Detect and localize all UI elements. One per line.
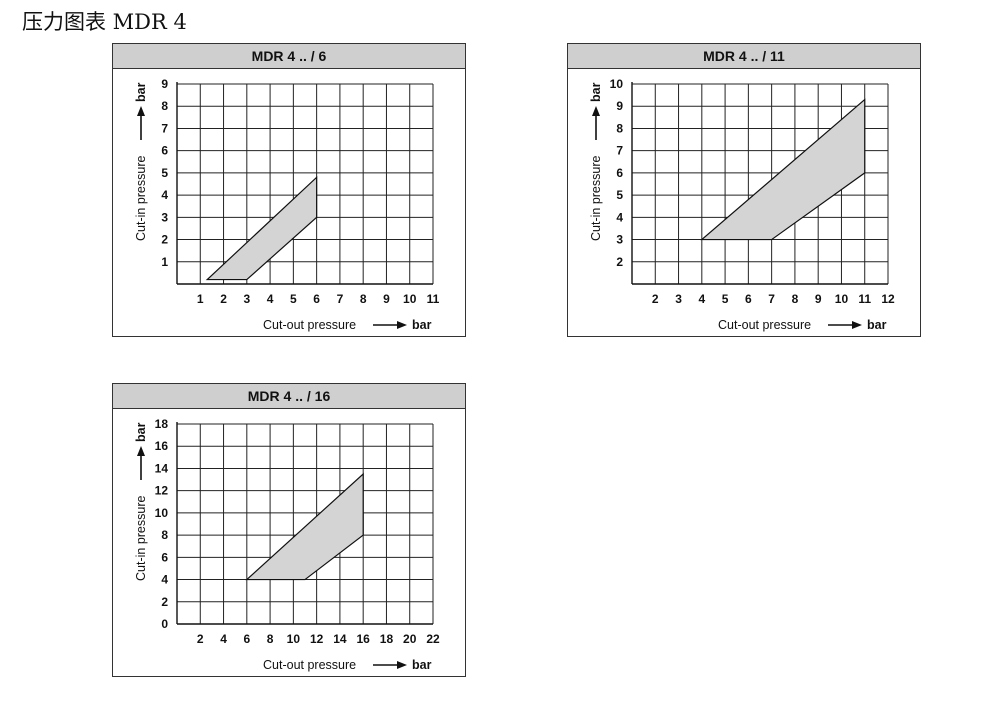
x-tick-label: 10: [287, 632, 301, 646]
x-tick-label: 4: [698, 292, 705, 306]
grid-lines: [177, 423, 434, 625]
x-tick-label: 20: [403, 632, 417, 646]
y-axis-label-group: Cut-in pressure bar: [134, 82, 148, 241]
x-tick-label: 2: [220, 292, 227, 306]
x-tick-label: 10: [403, 292, 417, 306]
chart-title: MDR 4 .. / 16: [113, 384, 465, 409]
y-tick-label: 4: [616, 210, 623, 224]
x-tick-label: 10: [835, 292, 849, 306]
y-axis-unit: bar: [134, 82, 148, 102]
chart-title: MDR 4 .. / 6: [113, 44, 465, 69]
x-tick-label: 16: [357, 632, 371, 646]
range-area: [245, 472, 364, 581]
x-axis-arrowhead: [397, 321, 407, 329]
page-title: 压力图表 MDR 4: [22, 10, 187, 34]
x-tick-label: 1: [197, 292, 204, 306]
range-area: [700, 98, 866, 241]
x-tick-label: 4: [220, 632, 227, 646]
y-tick-label: 4: [161, 188, 168, 202]
y-tick-label: 9: [161, 77, 168, 91]
y-axis-label: Cut-in pressure: [134, 496, 148, 581]
x-tick-label: 6: [745, 292, 752, 306]
x-tick-label: 4: [267, 292, 274, 306]
chart-plot: 2 4 6 8 10 12 14 16 18 20 22 0 2 4 6 8 10 12 14 16 18 Cut-out…: [134, 417, 440, 672]
y-axis-label-group: Cut-in pressure bar: [134, 422, 148, 581]
y-tick-label: 6: [161, 550, 168, 564]
x-tick-label: 8: [792, 292, 799, 306]
y-tick-label: 7: [161, 121, 168, 135]
x-tick-label: 3: [675, 292, 682, 306]
x-tick-label: 8: [360, 292, 367, 306]
x-tick-label: 12: [881, 292, 895, 306]
x-axis-label: Cut-out pressure: [263, 318, 356, 332]
y-tick-label: 8: [616, 121, 623, 135]
y-axis-unit: bar: [134, 422, 148, 442]
x-tick-label: 9: [383, 292, 390, 306]
y-tick-label: 5: [161, 166, 168, 180]
y-tick-label: 7: [616, 144, 623, 158]
y-tick-label: 3: [161, 210, 168, 224]
x-tick-label: 18: [380, 632, 394, 646]
y-tick-label: 6: [616, 166, 623, 180]
y-tick-label: 1: [161, 255, 168, 269]
y-axis-label: Cut-in pressure: [589, 156, 603, 241]
grid-lines: [177, 83, 434, 284]
x-axis-arrowhead: [397, 661, 407, 669]
x-tick-label: 5: [290, 292, 297, 306]
x-tick-label: 5: [722, 292, 729, 306]
x-tick-label: 12: [310, 632, 324, 646]
y-tick-label: 12: [155, 484, 169, 498]
chart-panel-mdr4-11: MDR 4 .. / 11 2 3 4 5 6 7 8 9 10 11 12 2 3 4 5 6 7 8 9 10 Cu…: [567, 43, 921, 337]
x-axis-unit: bar: [412, 658, 432, 672]
y-tick-label: 10: [155, 506, 169, 520]
x-tick-label: 8: [267, 632, 274, 646]
x-tick-label: 11: [427, 292, 440, 306]
y-tick-label: 10: [610, 77, 624, 91]
x-axis-unit: bar: [867, 318, 887, 332]
y-tick-label: 2: [616, 255, 623, 269]
x-axis-label: Cut-out pressure: [263, 658, 356, 672]
x-tick-label: 6: [313, 292, 320, 306]
x-tick-label: 6: [243, 632, 250, 646]
y-tick-label: 2: [161, 233, 168, 247]
x-tick-label: 22: [426, 632, 440, 646]
y-tick-label: 9: [616, 99, 623, 113]
x-tick-label: 2: [197, 632, 204, 646]
y-tick-label: 3: [616, 233, 623, 247]
x-axis-arrowhead: [852, 321, 862, 329]
x-tick-label: 11: [858, 292, 871, 306]
y-axis-arrowhead: [592, 106, 600, 116]
chart-title: MDR 4 .. / 11: [568, 44, 920, 69]
chart-panel-mdr4-6: MDR 4 .. / 6 1 2 3 4 5 6 7 8 9 10 11 1 2 3 4 5 6 7 8 9 Cut-o…: [112, 43, 466, 337]
x-tick-label: 3: [243, 292, 250, 306]
x-tick-label: 7: [337, 292, 344, 306]
x-axis-unit: bar: [412, 318, 432, 332]
y-axis-label: Cut-in pressure: [134, 156, 148, 241]
chart-panel-mdr4-16: MDR 4 .. / 16 2 4 6 8 10 12 14 16 18 20 22 0 2 4 6 8 10 1…: [112, 383, 466, 677]
y-tick-label: 4: [161, 573, 168, 587]
y-tick-label: 2: [161, 595, 168, 609]
x-axis-label: Cut-out pressure: [718, 318, 811, 332]
x-tick-label: 14: [333, 632, 347, 646]
y-tick-label: 14: [155, 461, 169, 475]
y-axis-arrowhead: [137, 106, 145, 116]
y-tick-label: 8: [161, 528, 168, 542]
chart-plot: 2 3 4 5 6 7 8 9 10 11 12 2 3 4 5 6 7 8 9 10 Cut-out pressure…: [589, 77, 895, 332]
y-tick-label: 8: [161, 99, 168, 113]
y-tick-label: 16: [155, 439, 169, 453]
y-axis-label-group: Cut-in pressure bar: [589, 82, 603, 241]
y-tick-label: 18: [155, 417, 169, 431]
x-tick-label: 7: [768, 292, 775, 306]
y-axis-arrowhead: [137, 446, 145, 456]
y-axis-unit: bar: [589, 82, 603, 102]
x-tick-label: 9: [815, 292, 822, 306]
y-tick-label: 5: [616, 188, 623, 202]
x-tick-label: 2: [652, 292, 659, 306]
range-area: [205, 175, 318, 281]
y-tick-label: 0: [161, 617, 168, 631]
y-tick-label: 6: [161, 144, 168, 158]
